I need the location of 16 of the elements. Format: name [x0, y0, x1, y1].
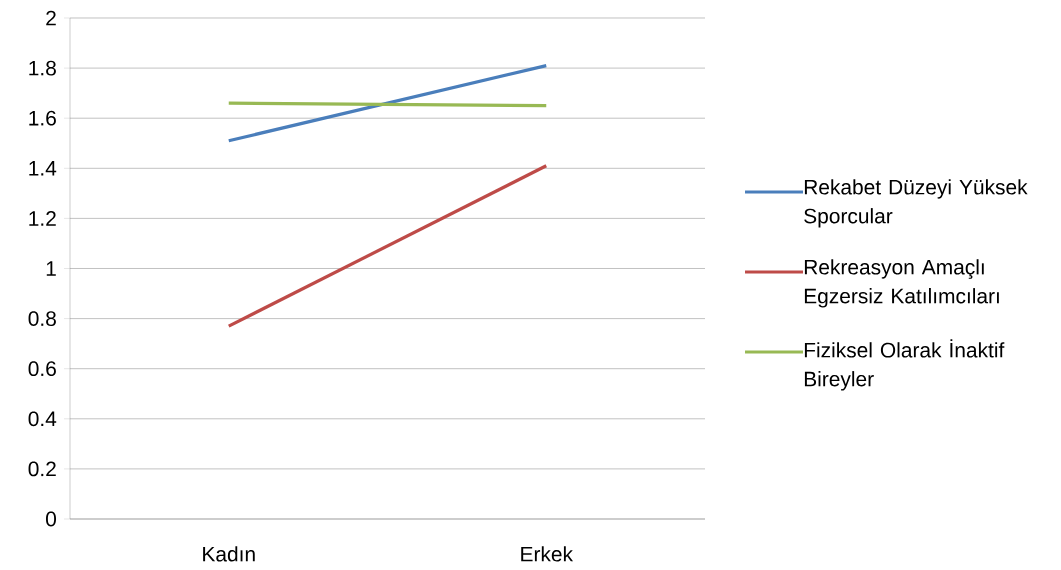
y-tick-label: 0.2	[28, 461, 56, 477]
y-tick-label: 1.8	[29, 60, 56, 76]
y-tick-label: 0.4	[28, 411, 57, 427]
legend-label: Fiziksel Olarak İnaktif Bireyler	[804, 339, 1005, 391]
legend-label: Rekreasyon Amaçlı Egzersiz Katılımcıları	[804, 259, 999, 308]
x-tick-label: Kadın	[203, 546, 255, 562]
y-tick-label: 1.6	[29, 110, 56, 126]
y-tick-label: 1	[46, 261, 56, 276]
y-tick-label: 0.6	[28, 361, 56, 377]
y-tick-label: 1.2	[29, 211, 56, 226]
y-tick-label: 1.4	[29, 161, 57, 176]
legend-label: Rekabet Düzeyi Yüksek Sporcular	[804, 179, 1028, 228]
x-tick-label: Erkek	[521, 546, 574, 562]
y-tick-label: 2	[46, 10, 56, 26]
y-tick-label: 0	[46, 511, 56, 527]
y-tick-label: 0.8	[28, 311, 56, 326]
